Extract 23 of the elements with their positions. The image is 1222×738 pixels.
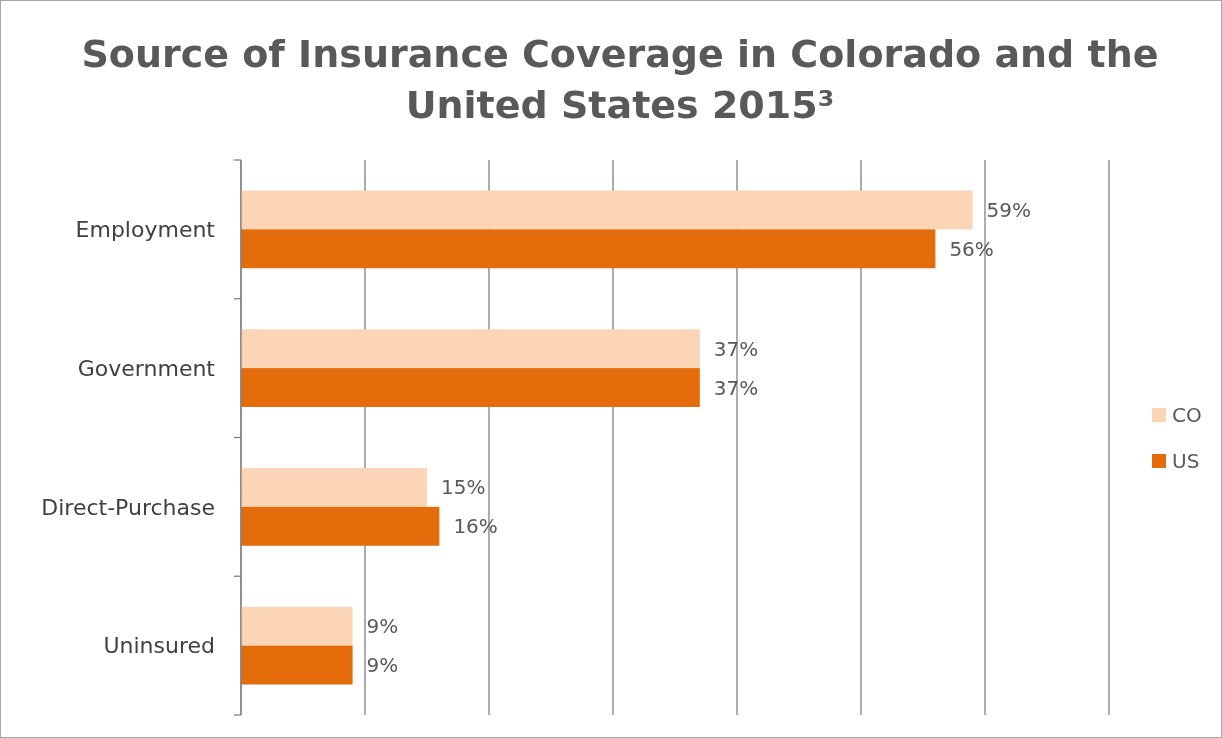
- chart-title: Source of Insurance Coverage in Colorado and the United States 2015³: [81, 32, 1159, 127]
- legend-label: US: [1172, 449, 1200, 473]
- legend-label: CO: [1172, 403, 1202, 427]
- data-label: 56%: [949, 236, 994, 261]
- data-label: 16%: [453, 514, 498, 539]
- data-label: 37%: [713, 375, 759, 400]
- data-label: 9%: [366, 653, 399, 678]
- y-tick-label: Uninsured: [103, 633, 215, 659]
- data-label: 59%: [986, 197, 1032, 222]
- bar: [241, 190, 973, 230]
- data-label: 15%: [441, 475, 486, 500]
- bar: [241, 329, 700, 369]
- bar: [241, 506, 440, 546]
- bar: [241, 229, 936, 269]
- y-tick-label: Employment: [75, 217, 216, 243]
- data-label: 9%: [366, 614, 399, 639]
- data-label: 37%: [713, 336, 759, 361]
- bar: [241, 468, 427, 507]
- bar: [241, 606, 353, 646]
- y-tick-label: Direct-Purchase: [41, 494, 215, 520]
- y-tick-label: Government: [77, 355, 216, 381]
- bar: [241, 645, 353, 685]
- bar: [241, 368, 700, 407]
